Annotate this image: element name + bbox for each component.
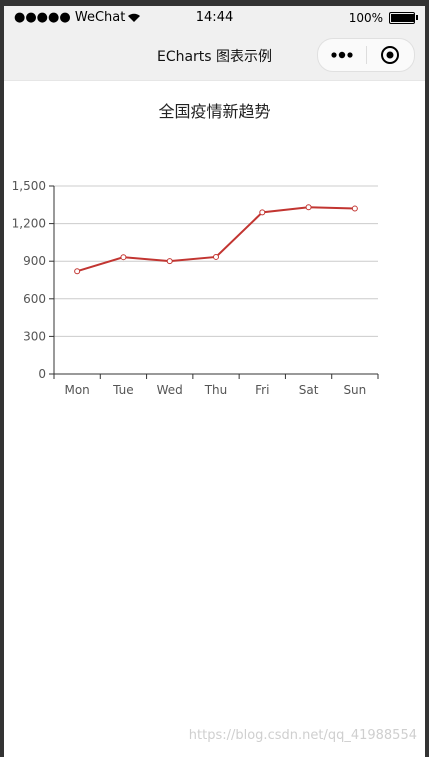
data-point bbox=[213, 253, 219, 260]
y-tick-label: 600 bbox=[23, 292, 46, 306]
capsule-divider bbox=[365, 46, 367, 64]
data-point bbox=[166, 258, 173, 265]
wifi-icon bbox=[128, 13, 141, 22]
mini-program-capsule bbox=[317, 38, 415, 72]
status-time: 14:44 bbox=[195, 10, 234, 25]
status-bar: ●●●●● WeChat 14:44 100% bbox=[4, 6, 425, 30]
page-title: ECharts 图表示例 bbox=[156, 49, 273, 65]
x-tick-label: Thu bbox=[204, 383, 228, 397]
y-tick-label: 300 bbox=[23, 329, 46, 343]
data-point bbox=[351, 205, 358, 212]
x-tick-label: Fri bbox=[255, 383, 269, 397]
x-tick-label: Mon bbox=[64, 383, 89, 397]
x-tick-label: Sat bbox=[299, 383, 319, 397]
nav-bar: ECharts 图表示例 bbox=[4, 30, 425, 81]
carrier-label: ●●●●● WeChat bbox=[14, 10, 126, 25]
y-tick-label: 900 bbox=[23, 254, 46, 268]
data-point bbox=[259, 209, 266, 216]
record-circle-icon bbox=[381, 46, 400, 64]
close-button[interactable] bbox=[367, 39, 415, 71]
x-tick-label: Sun bbox=[343, 383, 366, 397]
phone-screen: ●●●●● WeChat 14:44 100% ECharts 图表示例 bbox=[4, 6, 425, 757]
y-tick-label: 1,200 bbox=[12, 217, 46, 231]
battery-fill bbox=[391, 14, 415, 22]
y-tick-label: 1,500 bbox=[12, 179, 46, 193]
status-left: ●●●●● WeChat bbox=[14, 10, 141, 25]
data-point bbox=[305, 204, 312, 211]
watermark-text: https://blog.csdn.net/qq_41988554 bbox=[188, 728, 417, 743]
x-tick-label: Wed bbox=[157, 383, 183, 397]
line-chart: 0 300 600 900 1,200 1,500 Mon Tue Wed Thu Fri Sat Su… bbox=[12, 179, 379, 397]
more-dots-icon bbox=[331, 51, 353, 59]
battery-icon bbox=[389, 12, 418, 24]
chart-title: 全国疫情新趋势 bbox=[158, 102, 271, 121]
x-tick-label: Tue bbox=[112, 383, 134, 397]
data-point bbox=[120, 254, 127, 261]
data-point bbox=[74, 268, 81, 275]
more-button[interactable] bbox=[318, 39, 366, 71]
status-right: 100% bbox=[348, 11, 418, 25]
y-tick-label: 0 bbox=[38, 367, 46, 381]
battery-percent: 100% bbox=[348, 11, 383, 25]
